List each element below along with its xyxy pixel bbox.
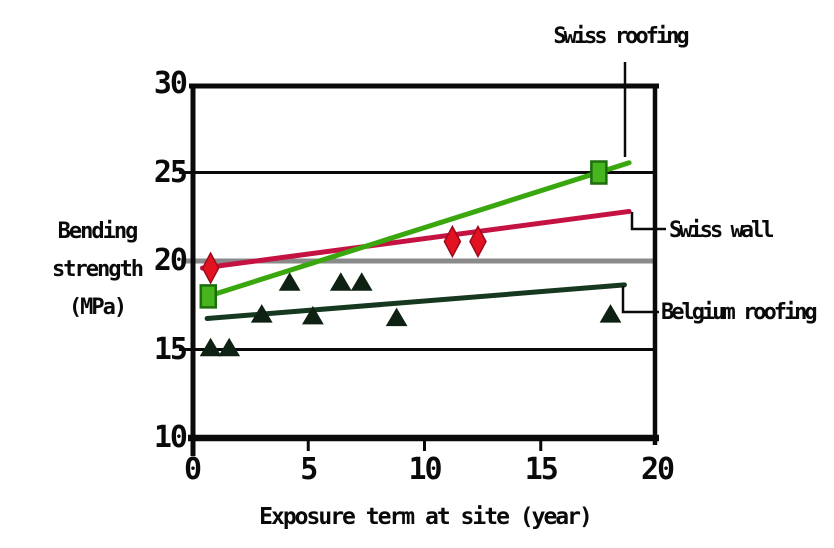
belgium-roofing-marker	[329, 272, 352, 291]
y-tick-label: 25	[153, 154, 188, 190]
callout-leader-swiss-wall	[630, 212, 666, 231]
x-axis-title: Exposure term at site (year)	[259, 504, 593, 530]
y-tick-label: 10	[153, 420, 188, 455]
y-axis-title-line: (MPa)	[68, 295, 127, 320]
belgium-roofing-marker	[302, 305, 324, 325]
belgium-roofing-marker	[385, 307, 408, 327]
x-tick-label: 0	[183, 452, 202, 487]
belgium-roofing-marker	[599, 304, 622, 323]
series-label-belgium-roofing: Belgium roofing	[661, 300, 818, 325]
swiss-roofing-marker	[199, 284, 218, 309]
series-label-swiss-roofing: Swiss roofing	[553, 24, 689, 49]
belgium-roofing-marker	[350, 272, 373, 291]
belgium-roofing-marker	[250, 304, 273, 323]
series-label-swiss-wall: Swiss wall	[669, 218, 774, 243]
swiss-roofing-trend-line	[202, 160, 632, 300]
x-tick-label: 15	[524, 452, 559, 487]
y-tick-label: 15	[153, 331, 188, 367]
belgium-roofing-marker	[278, 272, 301, 291]
y-tick-label: 30	[153, 66, 188, 101]
x-tick-label: 20	[640, 452, 675, 487]
y-axis-title-line: Bending	[57, 219, 139, 244]
swiss-roofing-marker	[590, 160, 608, 185]
belgium-roofing-trend-line	[204, 282, 627, 322]
y-axis-title: Bending strength (MPa)	[22, 213, 172, 327]
x-tick-label: 5	[300, 452, 318, 487]
belgium-roofing-marker	[199, 337, 222, 357]
x-tick-label: 10	[408, 452, 442, 487]
y-tick-label: 20	[153, 243, 188, 278]
swiss-wall-marker	[201, 251, 220, 285]
callout-leader-belgium-roofing	[621, 286, 659, 314]
swiss-wall-marker	[443, 224, 462, 259]
swiss-wall-marker	[469, 224, 487, 259]
swiss-wall-trend-line	[199, 208, 632, 271]
y-axis-title-line: strength	[52, 257, 144, 282]
belgium-roofing-marker	[218, 337, 241, 357]
